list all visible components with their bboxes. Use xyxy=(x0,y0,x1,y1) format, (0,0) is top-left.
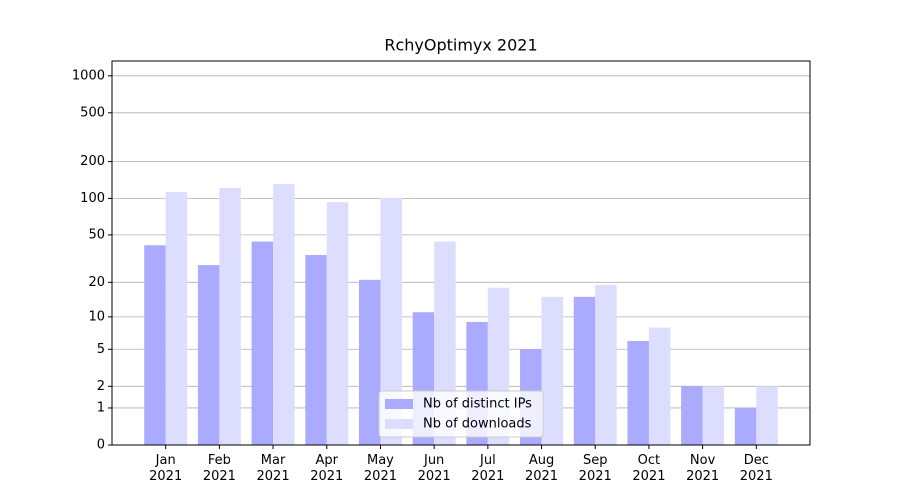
x-tick-label: Apr 2021 xyxy=(310,453,344,484)
x-tick-label: Jun 2021 xyxy=(417,453,451,484)
bar xyxy=(702,386,725,445)
bar xyxy=(756,386,778,445)
legend-swatch xyxy=(385,419,413,429)
bar xyxy=(595,284,617,445)
x-tick-label: Feb 2021 xyxy=(202,453,236,484)
y-tick-label: 0 xyxy=(97,438,105,453)
y-tick-label: 1 xyxy=(97,400,105,415)
x-tick-label: Dec 2021 xyxy=(739,453,773,484)
legend-swatch xyxy=(385,399,413,409)
x-tick-label: Aug 2021 xyxy=(524,453,559,484)
bar xyxy=(380,197,402,445)
y-tick-label: 10 xyxy=(88,309,105,324)
bar xyxy=(219,187,241,445)
x-tick-label: May 2021 xyxy=(363,453,397,484)
y-tick-label: 100 xyxy=(80,191,105,206)
bar xyxy=(648,327,671,445)
x-tick-label: Jan 2021 xyxy=(149,453,183,484)
y-tick-label: 20 xyxy=(88,275,105,290)
bar xyxy=(573,296,596,445)
y-tick-label: 2 xyxy=(97,379,105,394)
bar xyxy=(305,255,327,445)
legend-label: Nb of downloads xyxy=(423,417,532,432)
bar xyxy=(681,386,703,445)
y-tick-label: 200 xyxy=(80,154,105,169)
legend-box xyxy=(378,390,544,438)
plot-frame xyxy=(111,60,811,446)
bar xyxy=(326,202,349,445)
y-tick-label: 5 xyxy=(97,342,105,357)
bar xyxy=(541,296,564,445)
bar xyxy=(273,184,295,445)
y-tick-label: 1000 xyxy=(72,68,105,83)
x-tick-label: Sep 2021 xyxy=(578,453,612,484)
x-tick-label: Mar 2021 xyxy=(256,453,290,484)
bar xyxy=(358,279,381,445)
bar xyxy=(165,191,188,445)
bar xyxy=(734,407,757,445)
chart-title: RchyOptimyx 2021 xyxy=(384,36,537,55)
bar xyxy=(144,245,166,445)
legend-label: Nb of distinct IPs xyxy=(423,397,532,412)
x-tick-label: Jul 2021 xyxy=(471,453,505,484)
bar xyxy=(627,341,649,445)
y-tick-label: 50 xyxy=(88,227,105,242)
y-tick-label: 500 xyxy=(80,105,105,120)
bar xyxy=(197,265,220,445)
bar xyxy=(251,241,274,445)
x-tick-label: Nov 2021 xyxy=(686,453,720,484)
x-tick-label: Oct 2021 xyxy=(632,453,666,484)
